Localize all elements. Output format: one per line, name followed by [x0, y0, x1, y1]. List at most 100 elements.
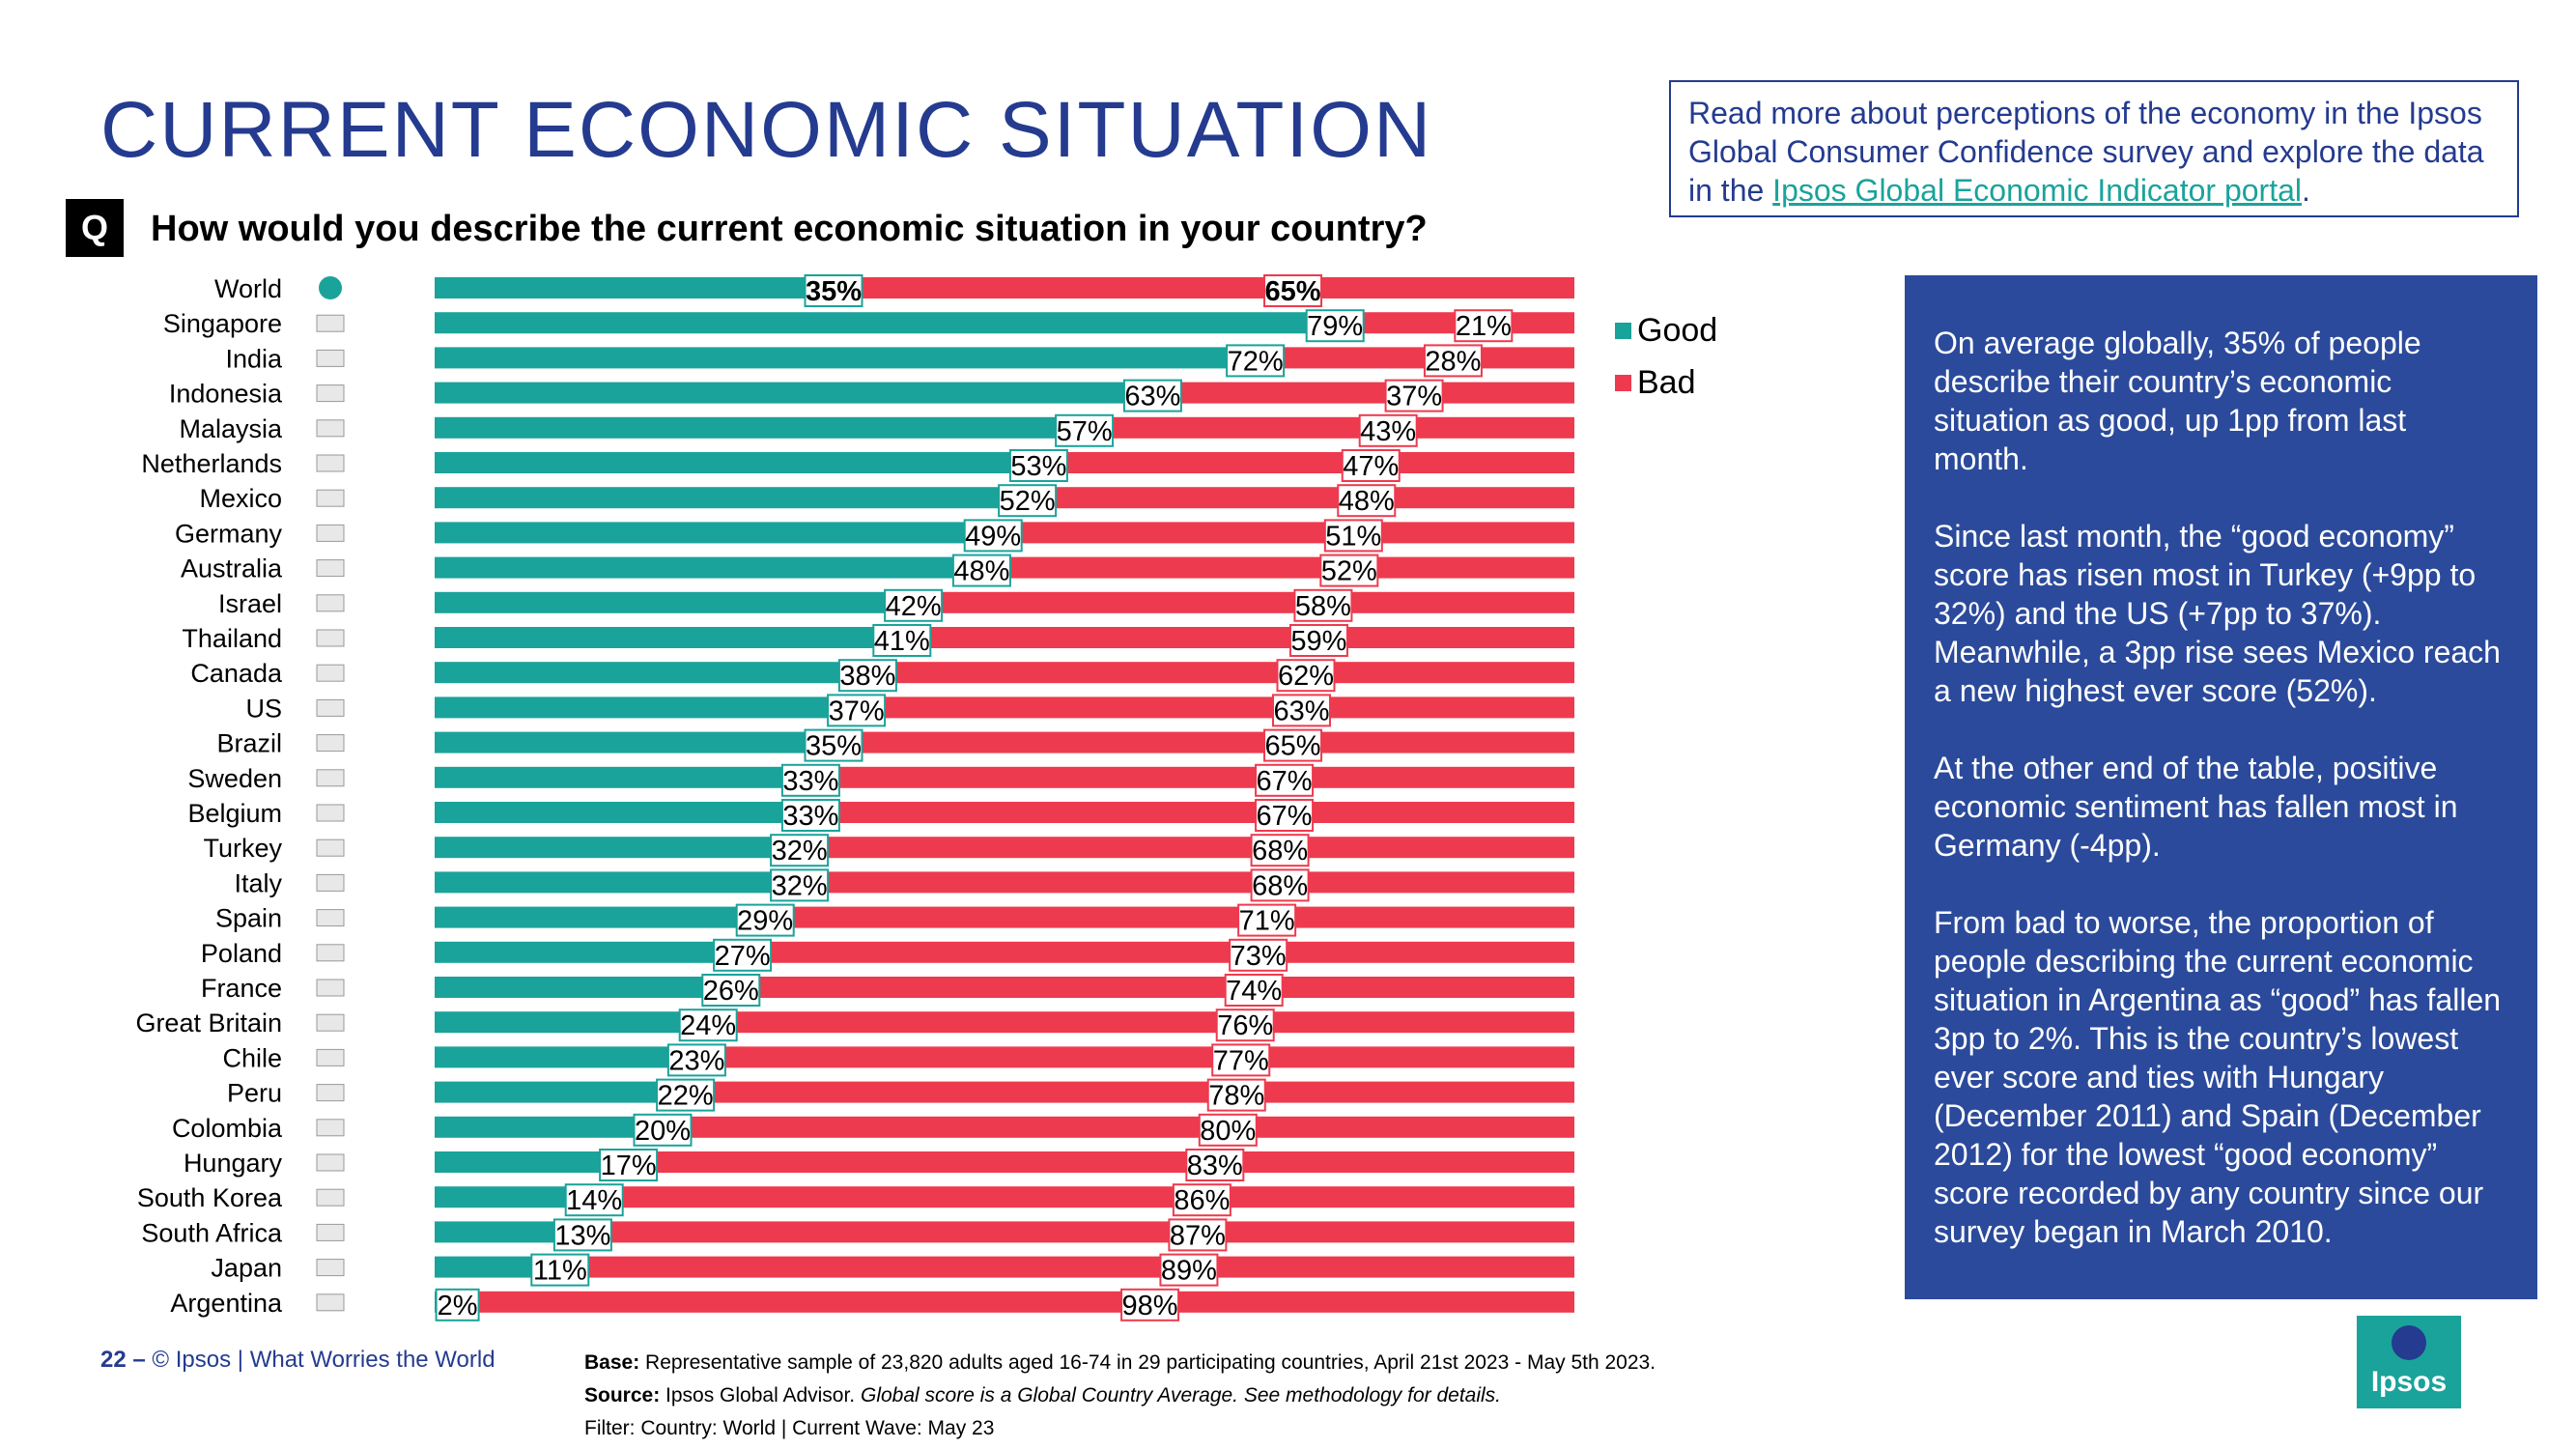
category-label-brazil: Brazil: [216, 729, 282, 758]
bar-good-world: [435, 277, 834, 298]
category-label-indonesia: Indonesia: [169, 380, 283, 409]
bar-bad-poland: [742, 941, 1574, 963]
bar-bad-south-africa: [582, 1221, 1574, 1243]
bar-good-netherlands: [435, 452, 1039, 473]
label-good-italy: 32%: [772, 870, 828, 901]
bar-bad-spain: [765, 906, 1574, 928]
question-badge: Q: [66, 199, 124, 257]
label-bad-germany: 51%: [1325, 521, 1381, 552]
ipsos-portal-link[interactable]: Ipsos Global Economic Indicator portal: [1772, 173, 2302, 208]
question-text: How would you describe the current econo…: [151, 209, 1428, 249]
flag-icon-france: [316, 979, 345, 997]
bar-good-great-britain: [435, 1011, 709, 1034]
label-bad-germany-box: [1323, 519, 1383, 553]
label-good-india-box: [1226, 344, 1286, 378]
label-good-south-africa: 13%: [554, 1220, 610, 1251]
label-good-singapore-box: [1305, 309, 1365, 343]
label-good-israel-box: [884, 588, 944, 622]
label-good-argentina-box: [435, 1288, 480, 1321]
bar-good-brazil: [435, 731, 834, 753]
bar-good-india: [435, 347, 1256, 369]
label-bad-thailand: 59%: [1290, 626, 1346, 657]
bar-bad-canada: [867, 662, 1574, 684]
label-good-australia-box: [951, 554, 1011, 587]
label-good-turkey: 32%: [772, 836, 828, 867]
flag-icon-canada: [316, 664, 345, 682]
bar-good-thailand: [435, 627, 902, 648]
label-good-colombia: 20%: [635, 1116, 691, 1147]
label-bad-south-africa: 87%: [1170, 1220, 1226, 1251]
label-good-mexico: 52%: [1000, 486, 1056, 517]
read-more-box: Read more about perceptions of the econo…: [1669, 80, 2519, 217]
label-good-chile: 23%: [668, 1045, 724, 1076]
bar-bad-us: [856, 696, 1574, 719]
bar-bad-netherlands: [1038, 452, 1574, 473]
label-bad-hungary-box: [1185, 1149, 1245, 1181]
copyright-text: © Ipsos | What Worries the World: [152, 1347, 495, 1373]
label-good-france-box: [701, 974, 761, 1007]
category-label-singapore: Singapore: [163, 309, 282, 338]
label-good-brazil-box: [804, 728, 863, 762]
bar-bad-germany: [993, 522, 1574, 544]
summary-paragraph-2: Since last month, the “good economy” sco…: [1934, 519, 2501, 708]
label-good-chile-box: [666, 1043, 726, 1077]
label-good-poland-box: [713, 938, 773, 972]
label-bad-singapore-box: [1454, 309, 1514, 343]
label-bad-france: 74%: [1226, 976, 1282, 1007]
bar-good-france: [435, 977, 731, 998]
source-note: Source: Ipsos Global Advisor. Global sco…: [584, 1379, 1656, 1412]
label-bad-thailand-box: [1288, 624, 1348, 657]
bar-good-sweden: [435, 766, 811, 788]
bar-good-belgium: [435, 802, 811, 823]
bar-good-chile: [435, 1046, 697, 1068]
flag-icon-hungary: [316, 1153, 345, 1172]
flag-icon-israel: [316, 594, 345, 612]
bar-good-mexico: [435, 487, 1028, 509]
bar-good-us: [435, 696, 857, 719]
label-bad-indonesia-box: [1384, 379, 1444, 412]
bar-bad-peru: [685, 1081, 1574, 1103]
stacked-bar-chart: World 35% 65% Singapore 79% 21% India 72% 28% Ind…: [135, 274, 1717, 1321]
label-bad-italy-box: [1250, 868, 1310, 902]
summary-paragraph-4: From bad to worse, the proportion of peo…: [1934, 905, 2502, 1249]
label-bad-great-britain: 76%: [1217, 1010, 1273, 1041]
bar-good-canada: [435, 662, 868, 684]
label-bad-spain-box: [1237, 903, 1297, 937]
label-bad-australia-box: [1319, 554, 1379, 587]
label-bad-canada: 62%: [1278, 661, 1334, 692]
category-label-hungary: Hungary: [184, 1149, 283, 1178]
flag-icon-turkey: [316, 838, 345, 857]
category-label-belgium: Belgium: [187, 799, 282, 828]
flag-icon-colombia: [316, 1119, 345, 1137]
label-good-great-britain: 24%: [680, 1010, 736, 1041]
category-label-argentina: Argentina: [170, 1289, 283, 1318]
bar-good-singapore: [435, 312, 1336, 334]
label-bad-world: 65%: [1265, 276, 1321, 307]
label-bad-france-box: [1224, 974, 1284, 1007]
logo-mark-icon: [2392, 1325, 2426, 1360]
label-bad-chile: 77%: [1213, 1045, 1269, 1076]
source-label: Source:: [584, 1384, 661, 1406]
bar-good-peru: [435, 1081, 686, 1103]
category-label-us: US: [245, 694, 282, 723]
category-label-australia: Australia: [181, 554, 283, 583]
label-bad-poland: 73%: [1231, 941, 1287, 972]
label-good-world: 35%: [806, 276, 862, 307]
label-good-italy-box: [770, 868, 830, 902]
label-bad-australia: 52%: [1321, 556, 1377, 587]
bar-bad-turkey: [799, 837, 1574, 859]
label-bad-argentina-box: [1120, 1288, 1180, 1321]
label-bad-japan: 89%: [1161, 1256, 1217, 1287]
label-bad-turkey-box: [1250, 834, 1310, 867]
bar-bad-colombia: [663, 1116, 1574, 1138]
bar-good-poland: [435, 941, 743, 963]
label-good-thailand: 41%: [874, 626, 930, 657]
label-good-netherlands-box: [1008, 449, 1068, 482]
bar-good-indonesia: [435, 382, 1153, 404]
label-good-south-korea: 14%: [566, 1185, 622, 1216]
category-label-netherlands: Netherlands: [141, 449, 282, 478]
flag-icon-germany: [316, 524, 345, 542]
flag-icon-belgium: [316, 804, 345, 822]
category-label-poland: Poland: [201, 939, 282, 968]
flag-icon-south-africa: [316, 1223, 345, 1241]
